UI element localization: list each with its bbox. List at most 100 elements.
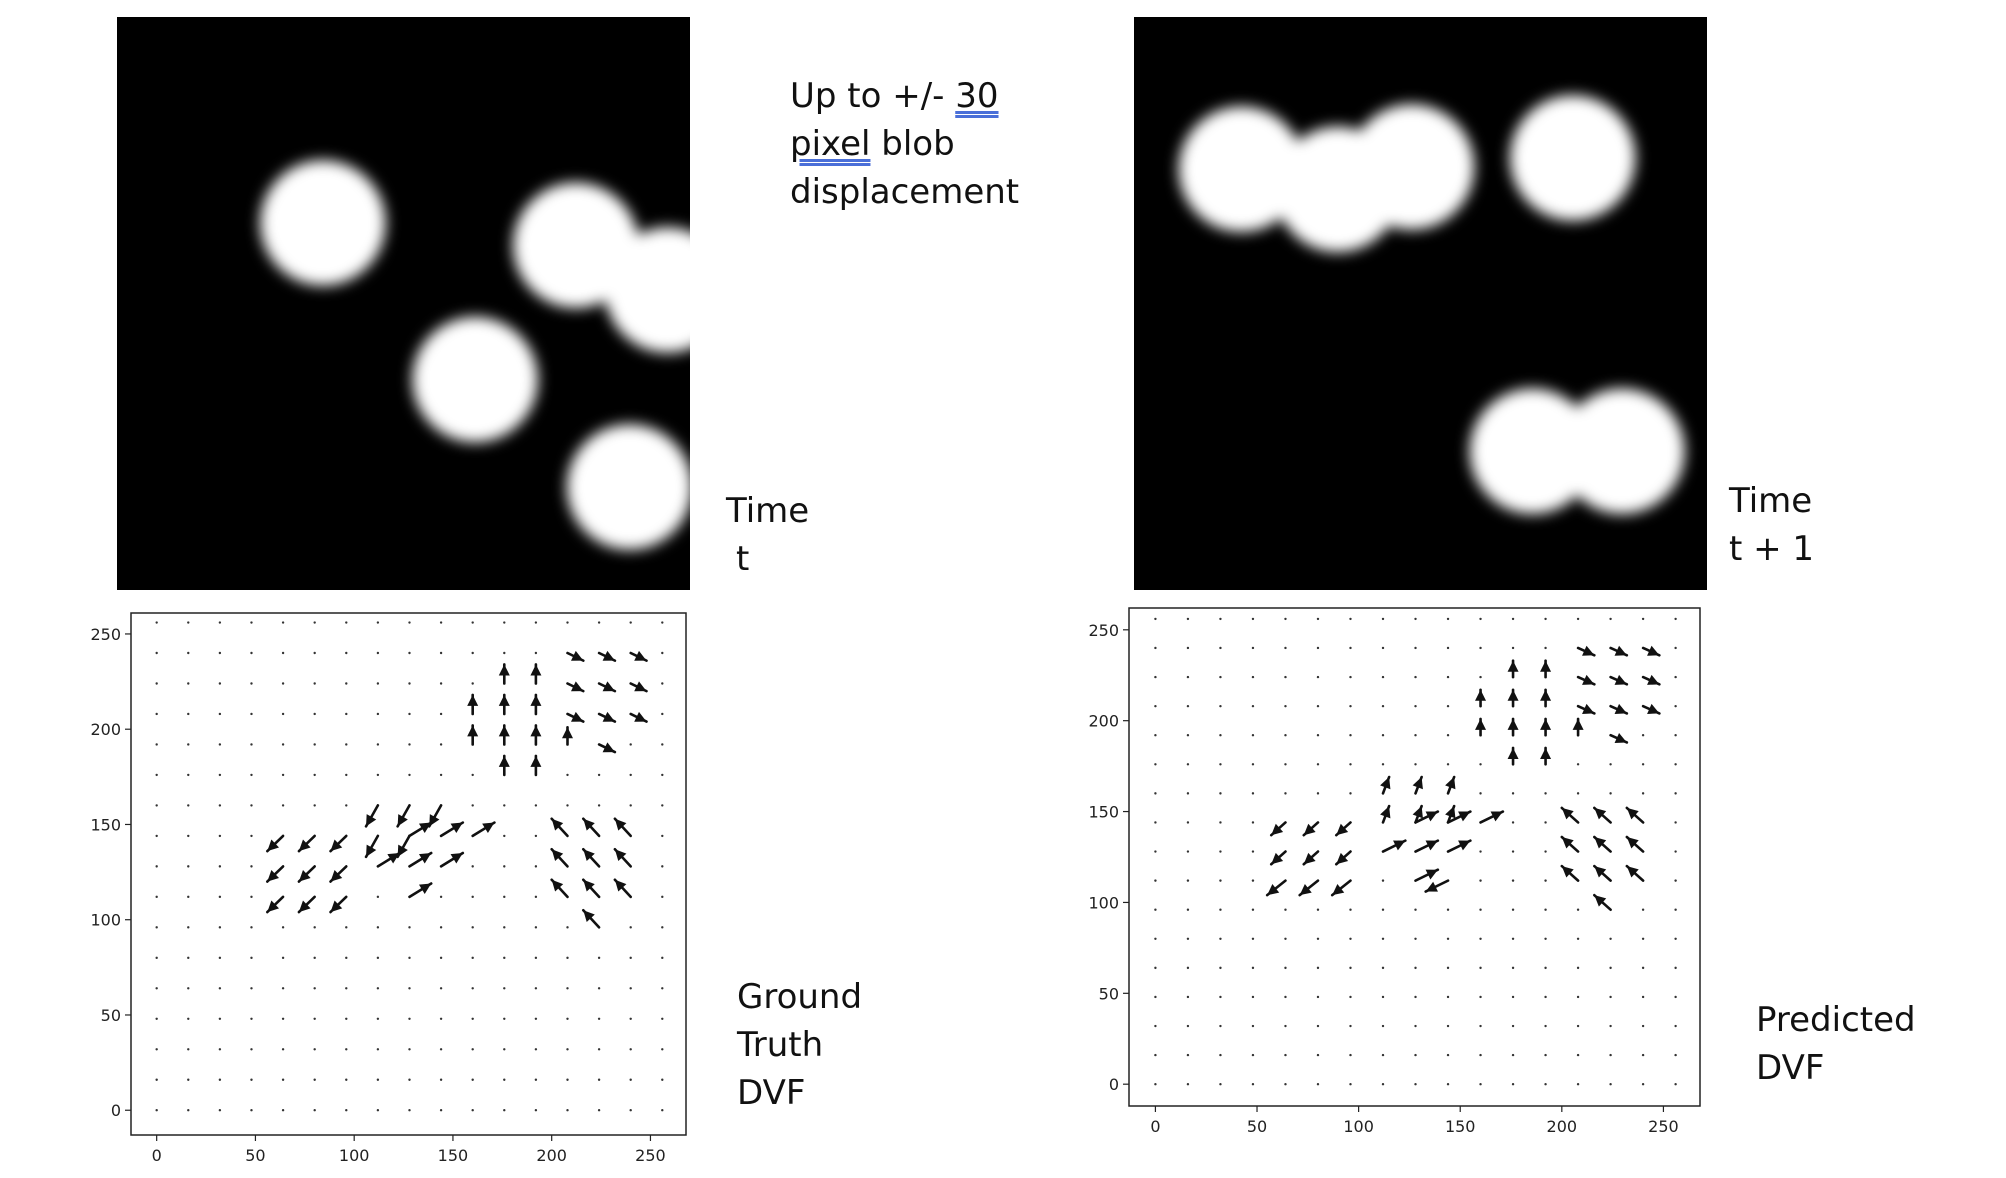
zero-vector-point [218,956,222,960]
zero-vector-point [1186,1053,1190,1057]
zero-vector-point [1446,617,1450,621]
zero-vector-point [1511,1024,1515,1028]
vector-arrow [1412,775,1423,795]
zero-vector-point [661,1109,664,1112]
zero-vector-point [376,621,380,624]
vector-arrow [566,681,585,693]
zero-vector-point [534,1017,538,1020]
zero-vector-point [250,987,253,990]
vector-arrow [1414,839,1440,853]
zero-vector-point [439,895,443,899]
zero-vector-point [1674,704,1677,708]
zero-vector-point [1674,1082,1677,1086]
zero-vector-point [597,1017,601,1020]
zero-vector-point [1576,617,1580,621]
vector-arrow [1381,839,1407,853]
vector-arrow [550,878,569,899]
zero-vector-point [218,895,222,899]
zero-vector-point [1186,675,1190,679]
vector-arrow [581,847,601,868]
zero-vector-point [281,651,285,655]
vector-arrow [1269,850,1287,866]
zero-vector-point [503,804,506,807]
zero-vector-point [566,926,569,929]
zero-vector-point [281,1078,285,1081]
zero-vector-point [1349,995,1352,999]
zero-vector-point [439,987,443,990]
vector-arrow [408,821,433,838]
zero-vector-point [1641,908,1645,911]
zero-vector-point [155,987,158,990]
caption-text: pixel [790,124,871,164]
zero-vector-point [1284,763,1287,766]
vector-arrow [1641,703,1661,715]
zero-vector-point [439,621,443,624]
zero-vector-point [503,651,506,655]
zero-vector-point [187,621,190,624]
zero-vector-point [661,682,664,685]
zero-vector-point [1479,879,1482,882]
zero-vector-point [1479,1024,1482,1028]
zero-vector-point [661,987,664,990]
vector-arrow [1302,821,1320,837]
zero-vector-point [1511,1053,1515,1057]
zero-vector-point [471,651,474,655]
vector-arrow [629,711,648,723]
zero-vector-point [1349,617,1352,621]
zero-vector-point [376,1078,380,1081]
blob [1178,106,1305,232]
zero-vector-point [597,1048,601,1051]
zero-vector-point [1154,937,1157,940]
zero-vector-point [534,865,538,868]
zero-vector-point [439,712,443,716]
zero-vector-point [1641,734,1645,737]
zero-vector-point [376,1048,380,1051]
zero-vector-point [1186,1082,1190,1086]
zero-vector-point [281,1109,285,1112]
zero-vector-point [345,1048,348,1051]
vector-arrow [1540,659,1552,679]
zero-vector-point [1381,1024,1385,1028]
zero-vector-point [1349,966,1352,970]
zero-vector-point [313,743,316,746]
vector-arrow [471,821,496,838]
zero-vector-point [1381,908,1385,911]
zero-vector-point [661,865,664,868]
zero-vector-point [187,956,190,960]
zero-vector-point [155,895,158,899]
zero-vector-point [345,804,348,807]
zero-vector-point [218,804,222,807]
zero-vector-point [1511,646,1515,650]
vector-arrow [566,650,585,662]
zero-vector-point [1381,646,1385,650]
zero-vector-point [1674,937,1677,940]
zero-vector-point [313,926,316,929]
zero-vector-point [1414,675,1417,679]
y-tick-label: 250 [90,625,121,644]
zero-vector-point [1674,908,1677,911]
zero-vector-point [1511,908,1515,911]
zero-vector-point [1316,908,1320,911]
zero-vector-point [187,682,190,685]
vector-arrow [396,804,411,828]
zero-vector-point [1381,995,1385,999]
zero-vector-point [1316,646,1320,650]
zero-vector-point [1349,675,1352,679]
zero-vector-point [187,1078,190,1081]
zero-vector-point [1641,792,1645,795]
zero-vector-point [1641,763,1645,766]
zero-vector-point [281,712,285,716]
zero-vector-point [218,621,222,624]
zero-vector-point [1381,675,1385,679]
zero-vector-point [1479,850,1482,853]
vector-arrow [329,834,348,853]
zero-vector-point [155,956,158,960]
zero-vector-point [439,1078,443,1081]
zero-vector-point [1316,675,1320,679]
zero-vector-point [471,1078,474,1081]
vector-arrow [498,754,510,777]
zero-vector-point [1381,966,1385,970]
zero-vector-point [1381,1082,1385,1086]
zero-vector-point [187,865,190,868]
zero-vector-point [1576,1082,1580,1086]
